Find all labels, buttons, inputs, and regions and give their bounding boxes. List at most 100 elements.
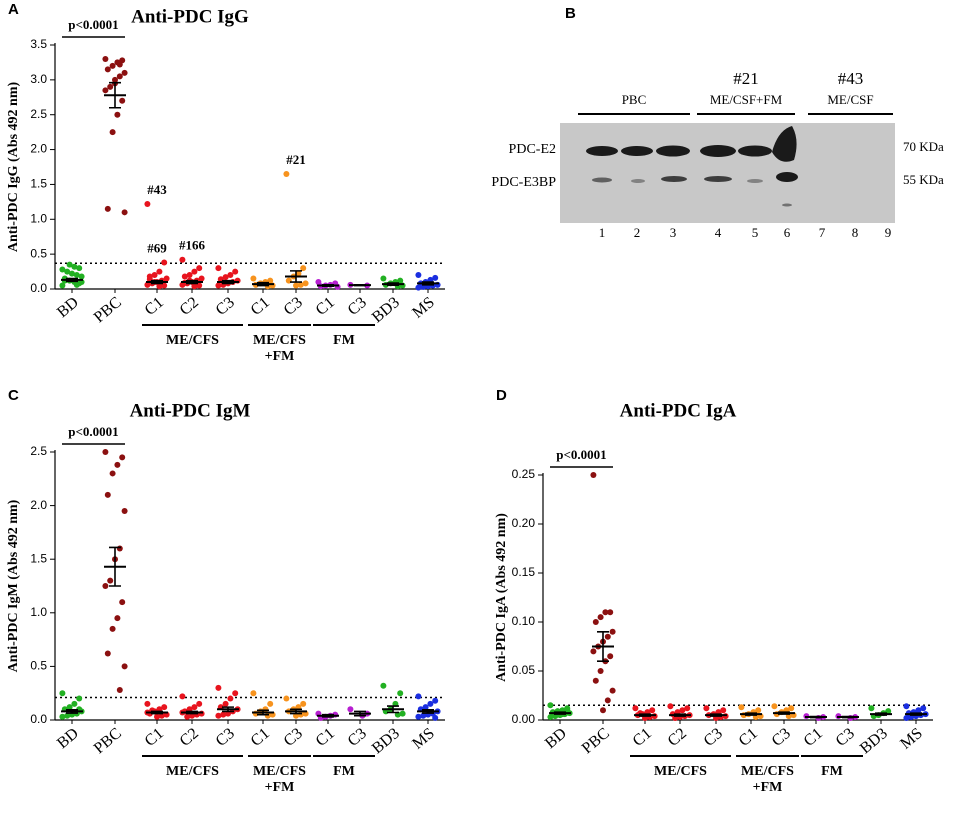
data-point	[755, 707, 762, 714]
x-tick-label: C2	[665, 725, 690, 750]
sem-bar	[151, 279, 163, 285]
blot-bands	[586, 126, 798, 207]
data-point	[71, 700, 78, 707]
point-annotation: #21	[286, 152, 306, 167]
y-tick-label: 2.5	[30, 107, 47, 121]
sem-bar	[354, 284, 366, 287]
data-point	[64, 268, 71, 275]
sem-bar	[387, 705, 399, 714]
y-tick-label: 0.00	[512, 712, 536, 726]
data-point	[191, 283, 198, 290]
data-point	[107, 577, 114, 584]
data-point	[64, 712, 71, 719]
y-tick-label: 2.0	[30, 142, 47, 156]
blot-panel: B	[560, 5, 895, 223]
dotplot-panel: A Anti-PDC IgG Anti-PDC IgG (Abs 492 nm) 0.…	[6, 1, 445, 364]
data-point	[59, 690, 66, 697]
x-tick-label: BD3	[857, 725, 891, 757]
data-point	[427, 700, 434, 707]
lane-number: 1	[599, 225, 606, 240]
x-tick-label: C1	[736, 725, 761, 750]
y-tick-label: 2.5	[30, 444, 47, 458]
data-point	[116, 545, 123, 552]
x-tick-label: PBC	[91, 725, 125, 757]
data-point	[179, 256, 186, 263]
data-point	[76, 695, 83, 702]
data-point	[215, 265, 222, 272]
data-point	[300, 700, 307, 707]
data-point	[102, 583, 109, 589]
y-tick-label: 0.0	[30, 281, 47, 295]
panel-letter: C	[8, 387, 19, 404]
data-point	[632, 705, 639, 712]
data-point	[104, 491, 111, 498]
sem-bar	[387, 282, 399, 286]
sem-bar	[778, 711, 790, 715]
data-point	[297, 281, 304, 288]
data-point	[590, 648, 597, 655]
data-point	[250, 275, 257, 282]
data-point	[222, 700, 229, 707]
data-point	[420, 712, 427, 719]
data-point	[738, 704, 745, 711]
data-point	[597, 668, 604, 674]
data-point	[415, 272, 422, 279]
lane-number: 5	[752, 225, 759, 240]
lane-number: 4	[715, 225, 722, 240]
group-label: ME/CFS	[253, 333, 306, 348]
data-point	[181, 273, 188, 280]
point-annotation: #69	[147, 240, 167, 255]
point-annotation: #166	[179, 238, 206, 253]
data-point	[114, 615, 121, 622]
data-point	[592, 677, 599, 684]
data-point	[607, 609, 614, 616]
data-point	[600, 707, 606, 714]
data-point	[915, 707, 922, 714]
sem-bar	[639, 713, 651, 717]
point-annotation: #43	[147, 182, 167, 197]
group-label: FM	[333, 333, 355, 348]
group-label: FM	[821, 764, 843, 779]
data-point	[564, 706, 571, 713]
data-point	[607, 653, 614, 660]
x-tick-label: C1	[313, 294, 338, 319]
panel-letter: D	[496, 387, 507, 404]
data-point	[107, 83, 114, 90]
data-point	[222, 274, 229, 281]
x-tick-label: PBC	[579, 725, 613, 757]
data-point	[592, 619, 599, 625]
data-point	[191, 268, 198, 275]
data-point	[196, 265, 203, 272]
x-tick-label: MS	[409, 725, 438, 753]
sem-bar	[422, 709, 434, 714]
data-point	[121, 69, 128, 76]
x-tick-label: C3	[769, 725, 794, 750]
p-value: p<0.0001	[556, 447, 606, 462]
x-tick-label: BD3	[369, 294, 403, 326]
lane-number: 3	[670, 225, 677, 240]
panel-letter: B	[565, 5, 576, 22]
data-point	[227, 272, 234, 279]
data-point	[590, 472, 597, 478]
data-point	[397, 690, 404, 697]
data-point	[191, 704, 198, 711]
data-point	[59, 266, 66, 273]
data-point	[649, 707, 656, 714]
data-point	[196, 700, 203, 707]
data-point	[264, 712, 271, 719]
sem-bar	[151, 710, 163, 715]
y-tick-label: 0.5	[30, 659, 47, 673]
y-axis-label: Anti-PDC IgA (Abs 492 nm)	[494, 513, 509, 682]
blot-case: #43	[838, 69, 864, 88]
data-point	[232, 268, 239, 275]
data-point	[220, 711, 227, 718]
data-point	[119, 599, 126, 606]
data-point	[102, 449, 109, 455]
data-point	[144, 700, 151, 707]
data-point	[415, 284, 422, 291]
data-point	[283, 695, 290, 702]
data-point	[116, 73, 123, 80]
data-point	[144, 200, 151, 207]
band-size: 70 KDa	[903, 139, 944, 154]
